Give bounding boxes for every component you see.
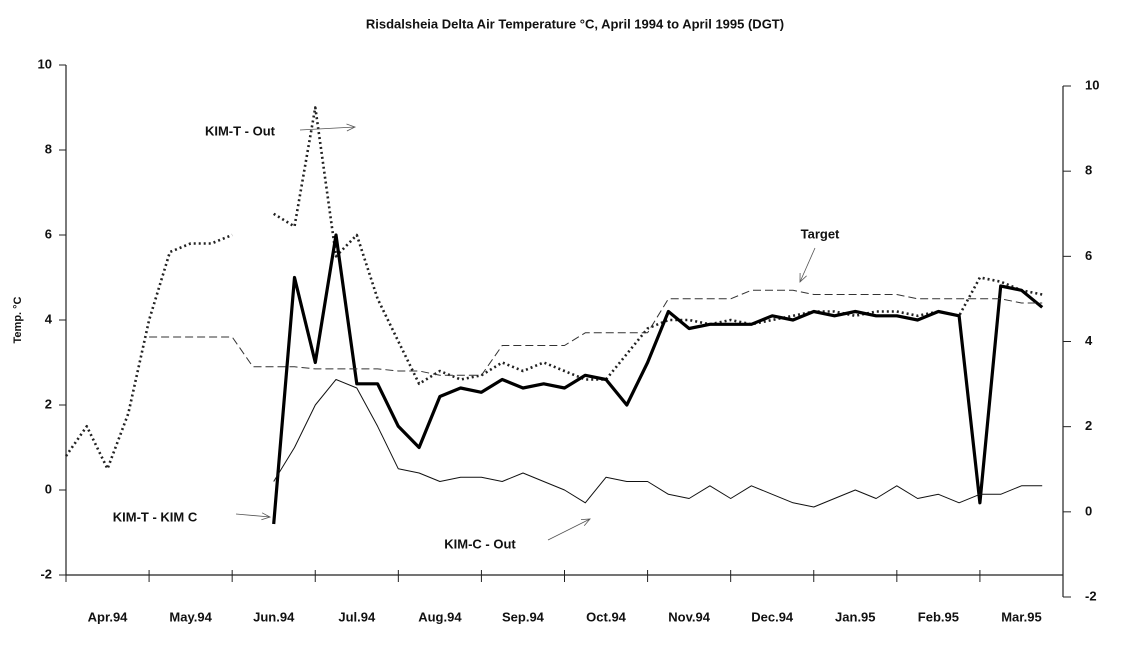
series-line (149, 289, 1043, 376)
series-annotation: KIM-T - KIM C (113, 509, 198, 524)
y-tick-label: 8 (45, 141, 52, 156)
annotation-arrow (235, 513, 271, 518)
y-tick-label: -2 (40, 566, 52, 581)
y2-tick-label: -2 (1085, 588, 1097, 603)
y2-tick-label: 6 (1085, 248, 1092, 263)
series-line (273, 379, 1043, 508)
x-tick-label: Sep.94 (502, 609, 545, 624)
x-tick-label: Oct.94 (586, 609, 627, 624)
annotation-arrowhead (261, 512, 272, 521)
series-annotation: KIM-T - Out (205, 123, 276, 138)
x-tick-label: Feb.95 (918, 609, 959, 624)
x-tick-label: Mar.95 (1001, 609, 1041, 624)
x-tick-label: May.94 (169, 609, 212, 624)
y-tick-label: 2 (45, 396, 52, 411)
annotation-arrow (299, 126, 356, 131)
x-tick-label: Jun.94 (253, 609, 295, 624)
series-annotation: KIM-C - Out (444, 536, 516, 551)
x-tick-label: Nov.94 (668, 609, 710, 624)
x-tick-label: Jul.94 (338, 609, 376, 624)
x-tick-label: Apr.94 (88, 609, 129, 624)
y2-tick-label: 2 (1085, 418, 1092, 433)
y-tick-label: 4 (45, 311, 53, 326)
series-line (272, 233, 1044, 525)
x-tick-label: Aug.94 (418, 609, 462, 624)
y2-tick-label: 8 (1085, 163, 1092, 178)
series-annotation: Target (801, 226, 840, 241)
annotation-arrowhead (799, 272, 807, 283)
y-tick-label: 6 (45, 226, 52, 241)
annotation-arrowhead (346, 123, 357, 132)
y2-tick-label: 0 (1085, 503, 1092, 518)
series-line (273, 106, 1043, 386)
series-line (64, 233, 233, 471)
y-tick-label: 10 (38, 56, 52, 71)
annotation-arrowhead (580, 518, 591, 527)
y2-tick-label: 4 (1085, 333, 1093, 348)
x-tick-label: Jan.95 (835, 609, 875, 624)
y-tick-label: 0 (45, 481, 52, 496)
x-tick-label: Dec.94 (751, 609, 794, 624)
annotation-arrow (799, 247, 816, 283)
y-axis-label: Temp. °C (12, 296, 24, 343)
annotation-arrow (547, 518, 591, 541)
chart-title: Risdalsheia Delta Air Temperature °C, Ap… (366, 16, 784, 31)
y2-tick-label: 10 (1085, 77, 1099, 92)
